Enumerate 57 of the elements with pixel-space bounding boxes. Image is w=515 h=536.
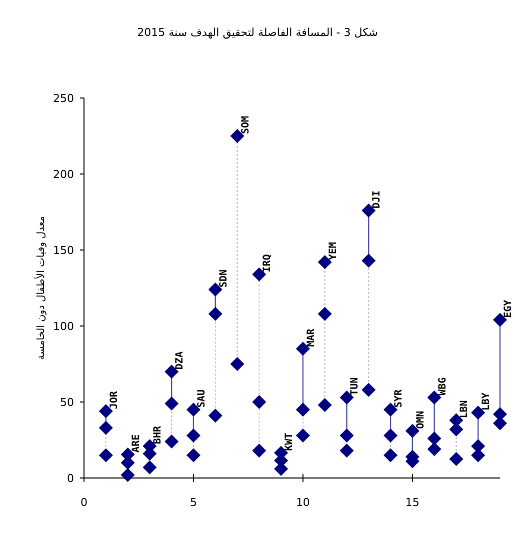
point <box>142 460 157 474</box>
point <box>164 396 179 411</box>
annotation: SDN <box>218 269 230 288</box>
point <box>186 448 200 462</box>
x-tick-label: 0 <box>80 496 88 509</box>
y-tick-label: 250 <box>53 92 74 105</box>
point <box>230 357 244 371</box>
annotation: DJI <box>372 190 383 208</box>
annotation: IRQ <box>262 254 274 272</box>
point <box>449 452 464 466</box>
annotation: ARE <box>130 434 142 452</box>
annotation: EGY <box>503 300 514 318</box>
chart-title: شكل 3 - المسافة الفاصلة لتحقيق الهدف سنة 2015 <box>137 26 378 39</box>
annotation: TUN <box>350 377 361 396</box>
point <box>252 395 266 409</box>
annotation: WBG <box>437 377 448 396</box>
point <box>186 428 200 442</box>
annotation: SAU <box>196 390 208 408</box>
annotation: DZA <box>174 352 186 370</box>
annotation: LBN <box>459 400 470 418</box>
point <box>427 431 442 446</box>
y-tick-label: 150 <box>53 244 74 257</box>
annotation: KWT <box>284 432 296 451</box>
point <box>340 428 354 442</box>
y-tick-label: 50 <box>60 396 74 409</box>
x-tick-label: 10 <box>296 496 310 509</box>
point <box>98 420 113 435</box>
point <box>318 306 332 321</box>
annotation: SOM <box>240 116 252 134</box>
point <box>252 444 266 458</box>
point <box>318 398 332 412</box>
point <box>362 382 376 397</box>
annotation: MAR <box>306 328 317 347</box>
point <box>98 448 113 462</box>
point <box>164 434 179 449</box>
point <box>208 408 222 423</box>
point <box>340 444 354 458</box>
annotation: YEM <box>328 242 339 260</box>
annotation: JOR <box>108 390 120 410</box>
x-tick-label: 5 <box>190 496 197 509</box>
annotation: LBY <box>481 392 492 411</box>
point <box>384 448 398 462</box>
point <box>384 428 398 442</box>
y-axis-title: معدل وفيات الأطفال دون الخامسة <box>34 216 47 360</box>
point <box>296 402 310 417</box>
y-tick-label: 200 <box>53 168 74 181</box>
annotation: SYR <box>394 388 405 408</box>
annotation: OMN <box>415 410 426 429</box>
annotation: BHR <box>152 425 164 444</box>
y-tick-label: 100 <box>53 320 74 333</box>
point <box>427 442 442 456</box>
y-tick-label: 0 <box>67 472 74 485</box>
point <box>362 254 376 268</box>
point <box>208 306 222 321</box>
point <box>296 428 310 442</box>
x-tick-label: 15 <box>405 496 420 509</box>
point <box>120 468 135 482</box>
